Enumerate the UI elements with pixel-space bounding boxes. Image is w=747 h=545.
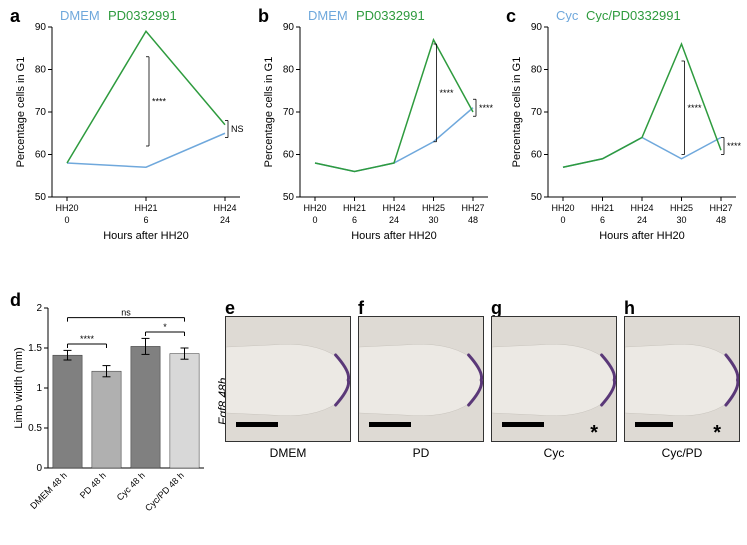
svg-text:HH24: HH24 bbox=[382, 203, 405, 213]
svg-text:70: 70 bbox=[35, 107, 47, 118]
asterisk-h: * bbox=[713, 422, 721, 442]
svg-text:Hours after HH20: Hours after HH20 bbox=[599, 230, 685, 242]
svg-text:0: 0 bbox=[36, 463, 42, 474]
svg-text:Percentage cells in G1: Percentage cells in G1 bbox=[15, 57, 27, 168]
chart-a: 50 60 70 80 90 HH20 0 HH21 6 HH24 24 Hours after HH… bbox=[10, 22, 250, 272]
svg-text:HH25: HH25 bbox=[422, 203, 445, 213]
svg-text:0: 0 bbox=[64, 215, 69, 225]
svg-text:6: 6 bbox=[352, 215, 357, 225]
svg-text:50: 50 bbox=[35, 192, 47, 203]
svg-text:24: 24 bbox=[389, 215, 399, 225]
svg-text:Hours after HH20: Hours after HH20 bbox=[351, 230, 437, 242]
svg-text:Cyc 48 h: Cyc 48 h bbox=[115, 470, 147, 502]
svg-text:30: 30 bbox=[676, 215, 686, 225]
svg-text:****: **** bbox=[688, 103, 703, 113]
image-label-g: Cyc bbox=[491, 446, 617, 460]
svg-text:80: 80 bbox=[531, 65, 543, 76]
svg-text:0.5: 0.5 bbox=[28, 423, 42, 434]
svg-text:0: 0 bbox=[560, 215, 565, 225]
svg-text:HH27: HH27 bbox=[461, 203, 484, 213]
svg-text:24: 24 bbox=[637, 215, 647, 225]
svg-text:6: 6 bbox=[143, 215, 148, 225]
svg-text:****: **** bbox=[479, 103, 494, 113]
svg-text:70: 70 bbox=[531, 107, 543, 118]
svg-text:HH20: HH20 bbox=[303, 203, 326, 213]
asterisk-g: * bbox=[590, 422, 598, 442]
legend-c-cyc: Cyc bbox=[556, 8, 578, 23]
svg-text:NS: NS bbox=[231, 124, 244, 134]
svg-text:90: 90 bbox=[531, 22, 543, 33]
svg-text:****: **** bbox=[440, 88, 455, 98]
legend-a-pd: PD0332991 bbox=[108, 8, 177, 23]
legend-a-dmem: DMEM bbox=[60, 8, 100, 23]
legend-b-dmem: DMEM bbox=[308, 8, 348, 23]
svg-text:48: 48 bbox=[468, 215, 478, 225]
svg-text:HH27: HH27 bbox=[709, 203, 732, 213]
scale-bar-e bbox=[236, 422, 278, 427]
svg-text:****: **** bbox=[727, 141, 742, 151]
svg-text:PD 48 h: PD 48 h bbox=[78, 470, 108, 500]
scale-bar-g bbox=[502, 422, 544, 427]
svg-text:*: * bbox=[163, 322, 167, 332]
svg-text:HH21: HH21 bbox=[134, 203, 157, 213]
svg-text:HH21: HH21 bbox=[591, 203, 614, 213]
svg-text:1.5: 1.5 bbox=[28, 343, 42, 354]
svg-text:30: 30 bbox=[428, 215, 438, 225]
image-label-h: Cyc/PD bbox=[624, 446, 740, 460]
legend-c-cycpd: Cyc/PD0332991 bbox=[586, 8, 681, 23]
svg-text:6: 6 bbox=[600, 215, 605, 225]
chart-c: 50 60 70 80 90 HH20 0 HH21 6 HH24 24 HH25 30 HH27 48 Ho… bbox=[506, 22, 746, 272]
scale-bar-h bbox=[635, 422, 673, 427]
image-label-f: PD bbox=[358, 446, 484, 460]
image-panel-e bbox=[225, 316, 351, 442]
svg-text:80: 80 bbox=[35, 65, 47, 76]
svg-text:60: 60 bbox=[283, 150, 295, 161]
svg-text:2: 2 bbox=[36, 303, 42, 314]
scale-bar-f bbox=[369, 422, 411, 427]
svg-text:90: 90 bbox=[35, 22, 47, 33]
svg-text:Hours after HH20: Hours after HH20 bbox=[103, 230, 189, 242]
svg-text:HH20: HH20 bbox=[551, 203, 574, 213]
svg-text:24: 24 bbox=[220, 215, 230, 225]
svg-text:HH24: HH24 bbox=[630, 203, 653, 213]
svg-text:HH25: HH25 bbox=[670, 203, 693, 213]
legend-b-pd: PD0332991 bbox=[356, 8, 425, 23]
svg-text:60: 60 bbox=[35, 150, 47, 161]
svg-text:DMEM 48 h: DMEM 48 h bbox=[28, 470, 69, 511]
svg-text:Cyc/PD 48 h: Cyc/PD 48 h bbox=[143, 470, 186, 513]
image-panel-f bbox=[358, 316, 484, 442]
svg-text:48: 48 bbox=[716, 215, 726, 225]
svg-text:0: 0 bbox=[312, 215, 317, 225]
svg-text:HH21: HH21 bbox=[343, 203, 366, 213]
svg-text:60: 60 bbox=[531, 150, 543, 161]
image-panel-g: * bbox=[491, 316, 617, 442]
svg-text:1: 1 bbox=[36, 383, 42, 394]
image-label-e: DMEM bbox=[225, 446, 351, 460]
svg-text:HH24: HH24 bbox=[213, 203, 236, 213]
svg-text:50: 50 bbox=[531, 192, 543, 203]
svg-text:ns: ns bbox=[121, 308, 131, 318]
svg-text:****: **** bbox=[80, 334, 95, 344]
svg-text:Percentage cells in G1: Percentage cells in G1 bbox=[263, 57, 275, 168]
svg-text:****: **** bbox=[152, 96, 167, 106]
svg-text:Percentage cells in G1: Percentage cells in G1 bbox=[511, 57, 523, 168]
chart-d: 0 0.5 1 1.5 2 Limb width (mm) DMEM 48 h PD 48 h… bbox=[10, 300, 210, 540]
image-panel-h: * bbox=[624, 316, 740, 442]
svg-text:Limb width (mm): Limb width (mm) bbox=[13, 347, 25, 428]
svg-text:80: 80 bbox=[283, 65, 295, 76]
chart-b: 50 60 70 80 90 HH20 0 HH21 6 HH24 24 HH25 30 HH27 48 Ho… bbox=[258, 22, 498, 272]
svg-text:50: 50 bbox=[283, 192, 295, 203]
svg-text:70: 70 bbox=[283, 107, 295, 118]
svg-text:HH20: HH20 bbox=[55, 203, 78, 213]
svg-text:90: 90 bbox=[283, 22, 295, 33]
